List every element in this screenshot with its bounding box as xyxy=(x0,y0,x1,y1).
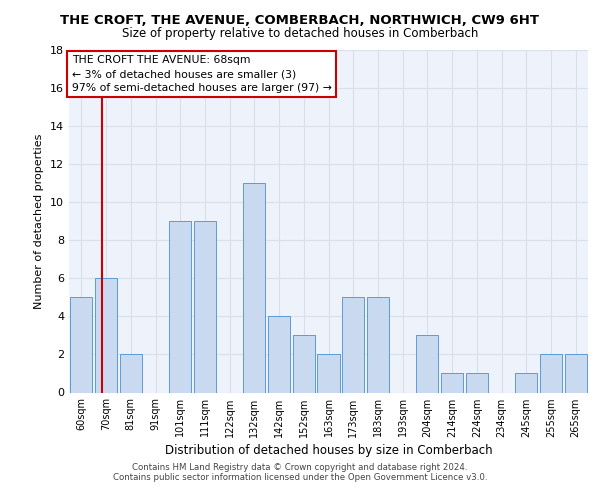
Bar xyxy=(342,298,364,392)
Bar xyxy=(565,354,587,393)
Bar xyxy=(243,183,265,392)
Bar xyxy=(194,221,216,392)
Bar xyxy=(70,298,92,392)
Bar xyxy=(367,298,389,392)
X-axis label: Distribution of detached houses by size in Comberbach: Distribution of detached houses by size … xyxy=(164,444,493,457)
Bar xyxy=(95,278,117,392)
Bar xyxy=(119,354,142,393)
Bar xyxy=(293,336,315,392)
Bar xyxy=(515,374,538,392)
Text: Size of property relative to detached houses in Comberbach: Size of property relative to detached ho… xyxy=(122,28,478,40)
Text: Contains public sector information licensed under the Open Government Licence v3: Contains public sector information licen… xyxy=(113,473,487,482)
Bar xyxy=(466,374,488,392)
Text: THE CROFT, THE AVENUE, COMBERBACH, NORTHWICH, CW9 6HT: THE CROFT, THE AVENUE, COMBERBACH, NORTH… xyxy=(61,14,539,27)
Bar xyxy=(169,221,191,392)
Bar xyxy=(416,336,439,392)
Bar xyxy=(268,316,290,392)
Y-axis label: Number of detached properties: Number of detached properties xyxy=(34,134,44,309)
Text: THE CROFT THE AVENUE: 68sqm
← 3% of detached houses are smaller (3)
97% of semi-: THE CROFT THE AVENUE: 68sqm ← 3% of deta… xyxy=(71,55,331,93)
Bar xyxy=(317,354,340,393)
Bar xyxy=(441,374,463,392)
Bar xyxy=(540,354,562,393)
Text: Contains HM Land Registry data © Crown copyright and database right 2024.: Contains HM Land Registry data © Crown c… xyxy=(132,464,468,472)
